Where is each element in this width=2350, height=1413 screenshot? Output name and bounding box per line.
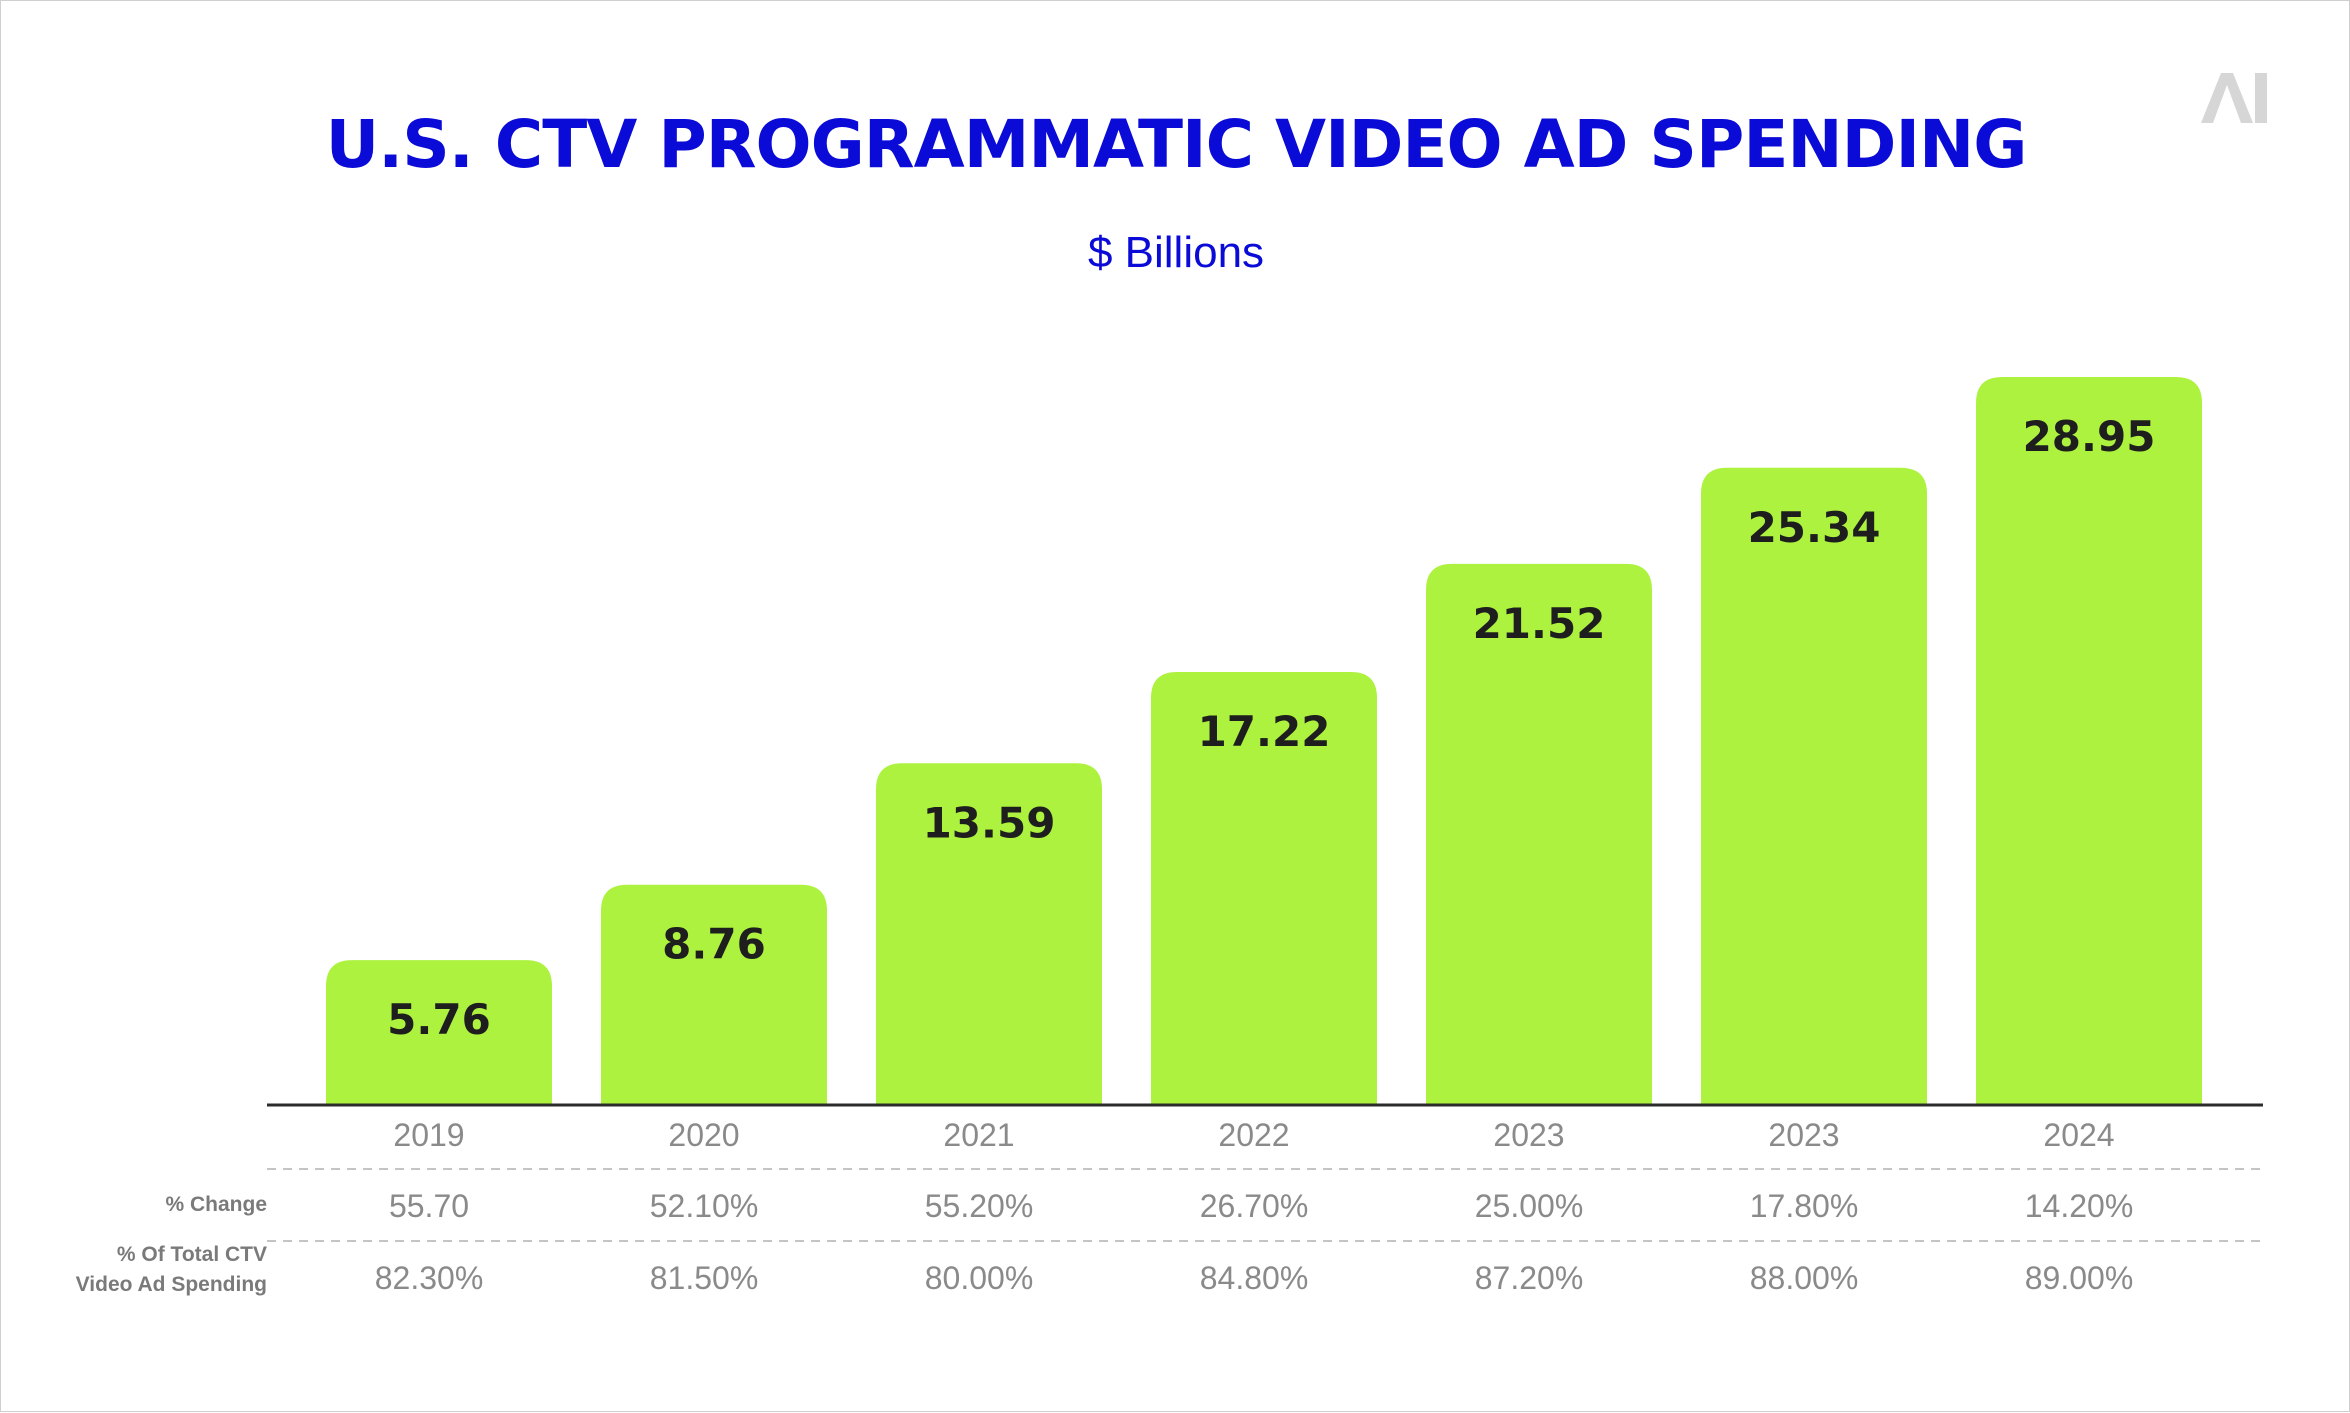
- table-cell: 17.80%: [1750, 1188, 1859, 1224]
- table-cell: 14.20%: [2025, 1188, 2134, 1224]
- x-tick-label: 2020: [668, 1117, 739, 1153]
- x-tick-label: 2021: [943, 1117, 1014, 1153]
- labels-group: 5.76 2019 8.76 2020 13.59 2021 17.22 2022 21.52 2…: [387, 412, 2155, 1153]
- table-cell: 55.20%: [925, 1188, 1034, 1224]
- bar: [1151, 671, 1377, 1105]
- chart-subtitle: $ Billions: [1087, 228, 1265, 277]
- bar-value-label: 28.95: [2023, 412, 2156, 461]
- ai-logo-icon: [2201, 73, 2267, 123]
- table-cell: 26.70%: [1200, 1188, 1309, 1224]
- table-cell: 55.70: [389, 1188, 469, 1224]
- bar-value-label: 13.59: [923, 798, 1056, 847]
- table-cell: 87.20%: [1475, 1260, 1584, 1296]
- x-tick-label: 2024: [2043, 1117, 2114, 1153]
- bar-value-label: 8.76: [662, 920, 766, 969]
- bar: [1976, 377, 2202, 1105]
- bar-value-label: 21.52: [1473, 599, 1606, 648]
- table-row-header: % Change: [165, 1193, 267, 1216]
- bar-value-label: 5.76: [387, 995, 491, 1044]
- x-tick-label: 2022: [1218, 1117, 1289, 1153]
- chart-title: U.S. CTV PROGRAMMATIC VIDEO AD SPENDING: [325, 106, 2028, 183]
- data-table: % Change 55.70 52.10% 55.20% 26.70% 25.00% 17.…: [76, 1188, 2134, 1296]
- x-tick-label: 2023: [1493, 1117, 1564, 1153]
- bar: [1426, 563, 1652, 1105]
- bar-value-label: 25.34: [1748, 503, 1881, 552]
- table-cell: 80.00%: [925, 1260, 1034, 1296]
- table-cell: 25.00%: [1475, 1188, 1584, 1224]
- table-cell: 88.00%: [1750, 1260, 1859, 1296]
- bar-value-label: 17.22: [1198, 707, 1331, 756]
- table-cell: 82.30%: [375, 1260, 484, 1296]
- table-row-header: % Of Total CTV: [117, 1243, 267, 1266]
- x-tick-label: 2023: [1768, 1117, 1839, 1153]
- bar: [1701, 467, 1927, 1105]
- table-row-header: Video Ad Spending: [76, 1273, 267, 1296]
- bar: [601, 884, 827, 1105]
- table-cell: 81.50%: [650, 1260, 759, 1296]
- bar: [326, 960, 552, 1105]
- bar: [876, 763, 1102, 1105]
- bars-group: [326, 377, 2202, 1105]
- table-cell: 89.00%: [2025, 1260, 2134, 1296]
- x-tick-label: 2019: [393, 1117, 464, 1153]
- table-cell: 52.10%: [650, 1188, 759, 1224]
- table-cell: 84.80%: [1200, 1260, 1309, 1296]
